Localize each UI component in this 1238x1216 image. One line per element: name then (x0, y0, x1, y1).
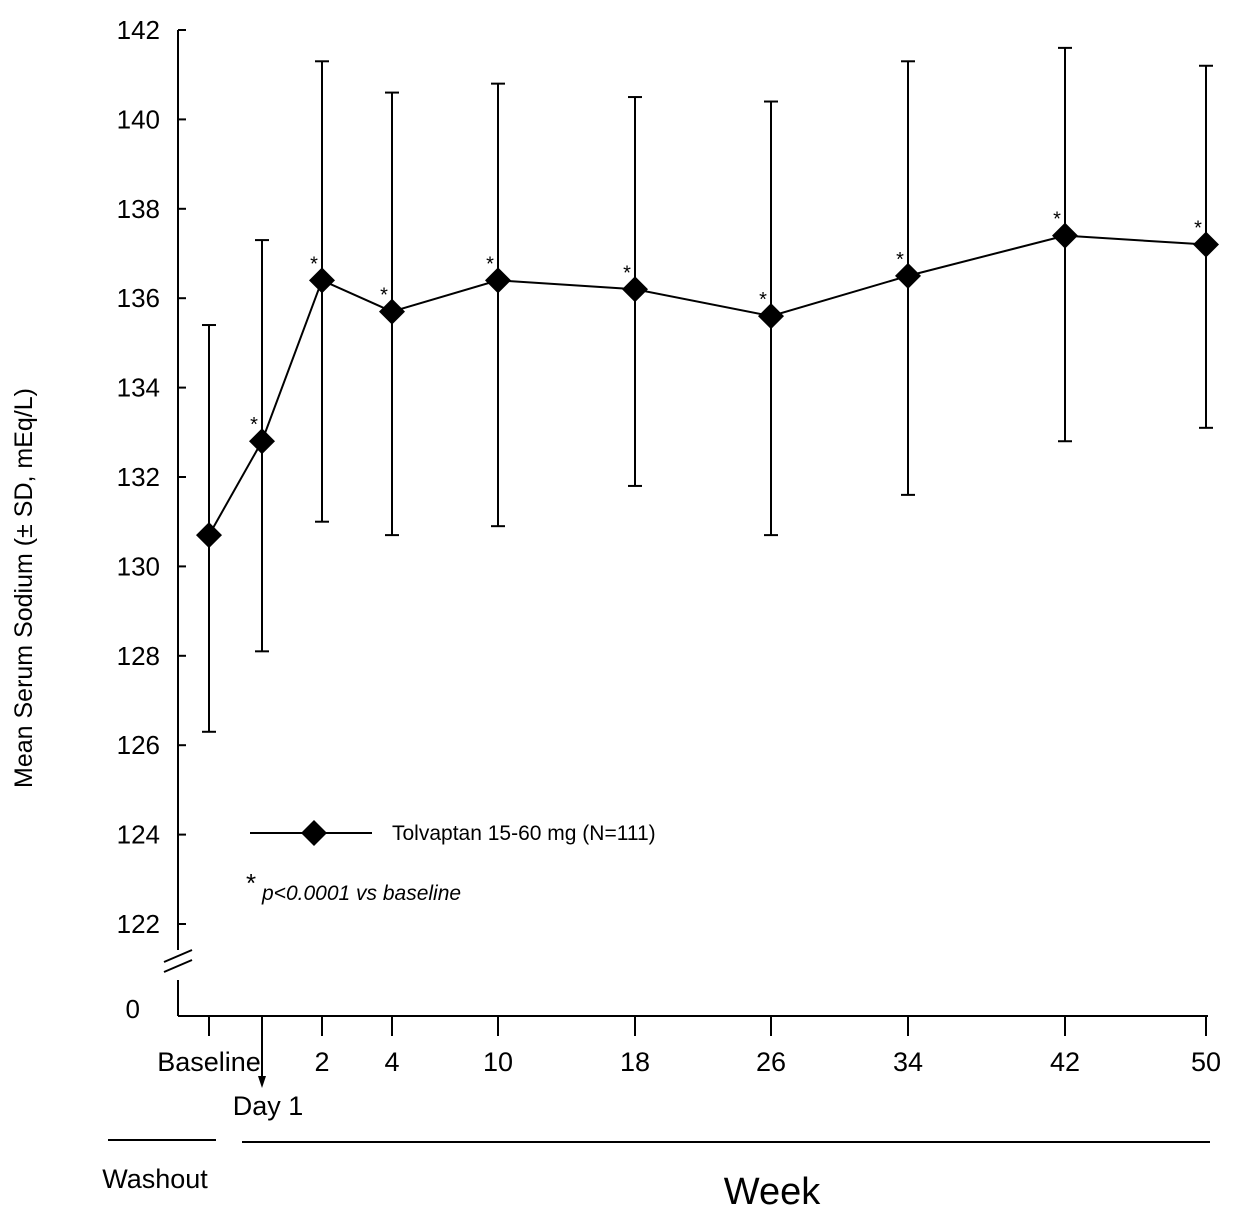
x-tick-label: 34 (893, 1047, 923, 1077)
y-tick-label: 136 (117, 283, 160, 313)
y-tick-label: 126 (117, 730, 160, 760)
legend: Tolvaptan 15-60 mg (N=111) * p<0.0001 vs… (246, 820, 656, 905)
axis-break-mark (163, 949, 193, 963)
day1-arrow-head (258, 1076, 266, 1088)
legend-series-label: Tolvaptan 15-60 mg (N=111) (392, 822, 656, 845)
x-tick-label: 4 (384, 1047, 399, 1077)
data-point-diamond (309, 267, 335, 294)
y-axis-label: Mean Serum Sodium (± SD, mEq/L) (10, 388, 38, 788)
y-tick-label: 130 (117, 551, 160, 581)
y-tick-label: 128 (117, 641, 160, 671)
x-tick-label: 50 (1191, 1047, 1221, 1077)
period-bars: Washout Week (102, 1139, 1210, 1213)
x-tick-label: 26 (756, 1047, 786, 1077)
plot-area: * * * * * * * * * (196, 46, 1219, 733)
significance-star: * (759, 289, 767, 311)
y-break-label: 0 (126, 994, 140, 1024)
axis-break-mark (163, 959, 193, 973)
y-tick-label: 138 (117, 194, 160, 224)
legend-marker-diamond (301, 820, 327, 846)
significance-star: * (1194, 218, 1202, 240)
significance-star: * (250, 414, 258, 436)
significance-star: * (310, 253, 318, 275)
data-point-diamond (485, 267, 511, 294)
x-tick-label: 42 (1050, 1047, 1080, 1077)
significance-star: * (623, 262, 631, 284)
data-point-diamond (895, 262, 921, 289)
x-axis: Baseline 2 4 10 18 26 34 42 50 Day 1 (157, 1015, 1221, 1121)
significance-star: * (486, 253, 494, 275)
data-point-diamond (249, 428, 275, 455)
y-tick-label: 122 (117, 909, 160, 939)
data-point-diamond (196, 522, 222, 549)
x-axis-label: Week (724, 1171, 821, 1213)
data-point-diamond (622, 276, 648, 303)
data-point-diamond (1052, 222, 1078, 249)
data-point-diamond (758, 303, 784, 330)
data-point-diamond (1193, 231, 1219, 258)
y-tick-label: 134 (117, 373, 160, 403)
y-tick-label: 142 (117, 15, 160, 45)
x-tick-label: 18 (620, 1047, 650, 1077)
day1-label: Day 1 (233, 1091, 304, 1121)
data-point-diamond (379, 298, 405, 325)
x-tick-label: 2 (314, 1047, 329, 1077)
footnote-text: p<0.0001 vs baseline (261, 882, 461, 905)
y-axis: 122 124 126 128 130 132 134 136 138 140 142 0 (117, 15, 193, 1024)
significance-star: * (896, 249, 904, 271)
y-tick-label: 124 (117, 820, 160, 850)
series-line (208, 234, 1207, 536)
x-tick-label: Baseline (157, 1047, 261, 1077)
x-tick-label: 10 (483, 1047, 513, 1077)
significance-star: * (1053, 209, 1061, 231)
washout-label: Washout (102, 1164, 208, 1194)
y-tick-label: 132 (117, 462, 160, 492)
significance-star: * (380, 285, 388, 307)
y-tick-label: 140 (117, 104, 160, 134)
footnote-star: * (246, 868, 256, 898)
